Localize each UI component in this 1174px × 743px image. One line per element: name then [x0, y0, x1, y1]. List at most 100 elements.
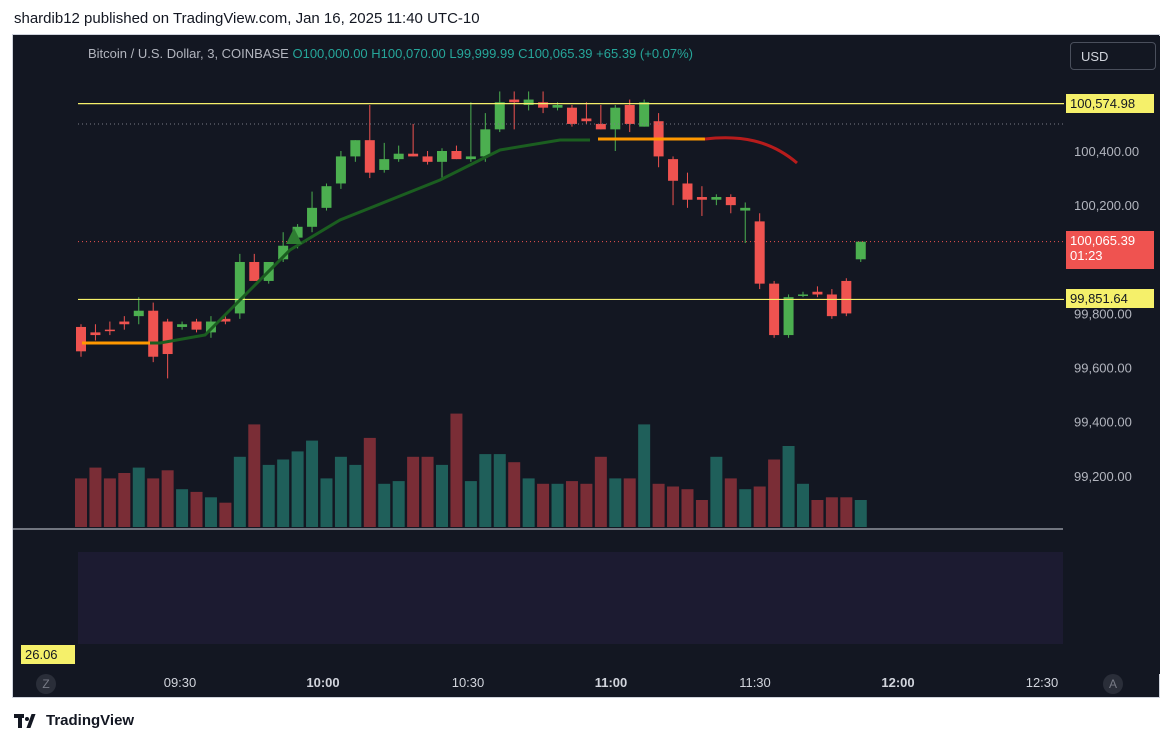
price-tick-label: 100,400.00: [1074, 144, 1139, 159]
candle-body: [307, 207, 318, 227]
ohlc-open: O100,000.00: [292, 46, 368, 61]
volume-bar: [103, 478, 116, 527]
candle-body: [740, 207, 751, 211]
candle-body: [465, 156, 476, 160]
candle-body: [538, 102, 549, 108]
candle-body: [783, 297, 794, 336]
price-tick-label: 100,200.00: [1074, 198, 1139, 213]
volume-bar: [753, 486, 766, 527]
support-price-tag: 99,851.64: [1066, 289, 1154, 308]
candle-body: [364, 140, 375, 173]
volume-bar: [854, 500, 867, 527]
candle-body: [711, 197, 722, 200]
volume-bar: [493, 454, 506, 527]
candle-body: [408, 153, 419, 157]
candle-body: [350, 140, 361, 157]
volume-bar: [724, 478, 737, 527]
volume-bar: [277, 459, 290, 527]
ohlc-change: +65.39 (+0.07%): [596, 46, 694, 61]
volume-bar: [565, 481, 578, 527]
candle-body: [826, 294, 837, 317]
candle-body: [769, 283, 780, 336]
ohlc-high: H100,070.00: [371, 46, 446, 61]
symbol-name: Bitcoin / U.S. Dollar, 3, COINBASE: [88, 46, 289, 61]
volume-bar: [306, 440, 319, 527]
volume-bar: [623, 478, 636, 527]
time-tick-label: 09:30: [164, 675, 197, 690]
time-tick-label: 10:30: [452, 675, 485, 690]
candle-body: [841, 280, 852, 314]
candle-body: [798, 294, 808, 296]
volume-bar: [782, 446, 795, 527]
volume-bar: [797, 483, 809, 527]
rsi-band: [78, 552, 1063, 644]
volume-bar: [204, 497, 217, 527]
volume-bar: [89, 467, 102, 527]
signal-triangle: [286, 228, 302, 244]
time-tick-label: 10:00: [306, 675, 339, 690]
volume-bar: [811, 500, 824, 527]
candle-body: [696, 197, 707, 200]
candle-body: [393, 153, 404, 160]
volume-bar: [695, 500, 708, 527]
publisher-line: shardib12 published on TradingView.com, …: [14, 10, 480, 27]
time-tick-label: 11:00: [595, 675, 628, 690]
candles: [76, 91, 866, 379]
footer-brand: TradingView: [46, 712, 135, 729]
symbol-legend: Bitcoin / U.S. Dollar, 3, COINBASE O100,…: [88, 46, 693, 61]
volume-bar: [667, 486, 680, 527]
volume-bar: [609, 478, 622, 527]
volume-bar: [436, 464, 448, 527]
moving-average-line: [82, 138, 590, 345]
volume-bar: [652, 483, 665, 527]
candle-body: [379, 159, 390, 170]
volume-bar: [233, 456, 246, 527]
volume-bar: [594, 456, 607, 527]
candle-body: [133, 310, 144, 317]
candle-body: [523, 99, 534, 105]
timezone-toggle-button[interactable]: Z: [36, 674, 56, 694]
ohlc-low: L99,999.99: [449, 46, 515, 61]
volume-bars: [75, 413, 867, 527]
candle-body: [162, 321, 173, 355]
candle-body: [76, 326, 86, 352]
price-tick-label: 99,800.00: [1074, 306, 1132, 321]
volume-bar: [450, 413, 463, 527]
candle-body: [552, 104, 563, 108]
candle-body: [581, 118, 592, 122]
candle-body: [119, 321, 130, 325]
volume-bar: [147, 478, 160, 527]
trend-line-red: [704, 136, 798, 165]
candle-body: [451, 151, 462, 160]
volume-bar: [132, 467, 145, 527]
candle-body: [220, 318, 231, 322]
rsi-value-tag: 26.06: [21, 645, 75, 664]
candle-body: [855, 241, 866, 260]
currency-button[interactable]: USD: [1070, 42, 1156, 70]
candle-body: [148, 310, 159, 357]
volume-bar: [320, 478, 333, 527]
volume-bar: [522, 478, 535, 527]
indicator-overlays: [78, 103, 1064, 345]
volume-bar: [219, 502, 232, 527]
candle-body: [639, 102, 650, 127]
volume-bar: [710, 456, 723, 527]
time-tick-label: 11:30: [739, 675, 771, 690]
time-tick-label: 12:00: [881, 675, 914, 690]
tradingview-logo-icon: [14, 713, 40, 728]
volume-bar: [291, 451, 304, 527]
candle-body: [191, 321, 202, 330]
volume-bar: [508, 462, 521, 527]
candle-body: [624, 104, 635, 124]
volume-bar: [190, 491, 203, 527]
volume-bar: [479, 454, 492, 527]
candle-body: [668, 159, 679, 181]
candle-body: [610, 107, 621, 130]
volume-bar: [840, 497, 853, 527]
auto-scale-button[interactable]: A: [1103, 674, 1123, 694]
candle-body: [278, 245, 289, 260]
candle-body: [335, 156, 346, 184]
candle-body: [249, 261, 260, 281]
volume-bar: [739, 489, 752, 527]
